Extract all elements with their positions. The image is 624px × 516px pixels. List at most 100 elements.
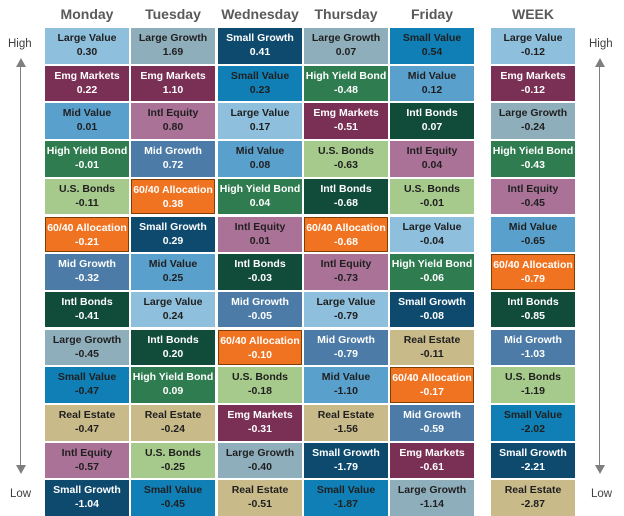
column-header-week: WEEK <box>512 6 554 22</box>
cell-tuesday-9: High Yield Bond 0.09 <box>131 367 215 403</box>
cell-asset-name: Real Estate <box>58 409 116 421</box>
cell-return-value: 0.30 <box>76 46 98 58</box>
cell-week-11: Small Growth -2.21 <box>491 442 575 479</box>
cell-return-value: -0.57 <box>75 460 99 473</box>
cell-thursday-10: Real Estate -1.56 <box>304 405 388 441</box>
cell-thursday-3: U.S. Bonds -0.63 <box>304 141 388 177</box>
cell-tuesday-7: Large Value 0.24 <box>131 291 215 328</box>
cell-asset-name: U.S. Bonds <box>403 182 460 195</box>
cell-return-value: -1.10 <box>334 385 358 398</box>
cell-return-value: -0.25 <box>161 460 185 473</box>
cell-tuesday-4: 60/40 Allocation 0.38 <box>131 178 215 215</box>
cell-return-value: 0.23 <box>249 83 271 96</box>
cell-asset-name: Small Growth <box>53 484 121 497</box>
cell-return-value: -0.59 <box>420 423 444 435</box>
cell-asset-name: Large Value <box>503 32 563 44</box>
arrow-line-left <box>20 66 21 466</box>
cell-return-value: -1.79 <box>334 460 358 473</box>
cell-asset-name: High Yield Bond <box>305 69 387 82</box>
cell-return-value: 0.54 <box>421 46 443 58</box>
cell-friday-7: Small Growth -0.08 <box>390 291 474 328</box>
cell-asset-name: Small Value <box>143 484 203 497</box>
cell-wednesday-12: Real Estate -0.51 <box>218 480 302 516</box>
cell-tuesday-6: Mid Value 0.25 <box>131 254 215 290</box>
cell-asset-name: Large Growth <box>311 32 381 44</box>
cell-monday-8: Large Growth -0.45 <box>45 329 129 366</box>
cell-return-value: 0.12 <box>421 83 443 96</box>
cell-return-value: -0.65 <box>521 234 545 247</box>
cell-thursday-0: Large Growth 0.07 <box>304 28 388 64</box>
cell-asset-name: U.S. Bonds <box>504 371 561 384</box>
cell-asset-name: Large Growth <box>397 484 467 497</box>
cell-wednesday-2: Large Value 0.17 <box>218 103 302 139</box>
cell-asset-name: 60/40 Allocation <box>493 259 573 272</box>
arrow-up-left-icon <box>16 58 26 67</box>
cell-asset-name: Large Value <box>402 220 462 233</box>
cell-asset-name: Intl Equity <box>147 107 199 120</box>
cell-asset-name: Large Value <box>316 295 376 308</box>
cell-return-value: -0.68 <box>334 235 358 248</box>
cell-wednesday-1: Small Value 0.23 <box>218 65 302 102</box>
cell-return-value: 0.38 <box>162 197 184 210</box>
cell-week-6: 60/40 Allocation -0.79 <box>491 254 575 290</box>
cell-return-value: -0.01 <box>420 196 444 209</box>
cell-wednesday-8: 60/40 Allocation -0.10 <box>218 329 302 366</box>
cell-return-value: 1.10 <box>162 83 184 96</box>
cell-asset-name: Mid Growth <box>231 295 289 308</box>
column-header-monday: Monday <box>60 6 114 22</box>
cell-return-value: -0.31 <box>248 423 272 435</box>
cell-thursday-11: Small Growth -1.79 <box>304 442 388 479</box>
cell-friday-5: Large Value -0.04 <box>390 216 474 252</box>
cell-asset-name: High Yield Bond <box>46 145 128 158</box>
cell-asset-name: Small Growth <box>139 220 207 233</box>
cell-return-value: 0.04 <box>249 196 271 209</box>
cell-asset-name: High Yield Bond <box>391 258 473 271</box>
cell-return-value: -0.04 <box>420 234 444 247</box>
cell-asset-name: Mid Growth <box>504 333 562 346</box>
cell-return-value: -0.06 <box>420 272 444 285</box>
cell-wednesday-5: Intl Equity 0.01 <box>218 216 302 252</box>
cell-week-1: Emg Markets -0.12 <box>491 65 575 102</box>
cell-return-value: -1.87 <box>334 498 358 511</box>
arrow-down-left-icon <box>16 465 26 474</box>
arrow-up-right-icon <box>595 58 605 67</box>
cell-friday-8: Real Estate -0.11 <box>390 329 474 366</box>
cell-asset-name: Intl Bonds <box>507 295 559 308</box>
cell-tuesday-11: U.S. Bonds -0.25 <box>131 442 215 479</box>
cell-week-4: Intl Equity -0.45 <box>491 178 575 215</box>
cell-asset-name: Real Estate <box>403 333 461 346</box>
cell-asset-name: Mid Growth <box>403 409 461 421</box>
cell-asset-name: Mid Value <box>235 145 285 158</box>
cell-return-value: 0.08 <box>249 159 271 172</box>
cell-asset-name: 60/40 Allocation <box>47 221 127 234</box>
cell-asset-name: Small Value <box>57 371 117 384</box>
cell-asset-name: Intl Equity <box>320 258 372 271</box>
cell-friday-6: High Yield Bond -0.06 <box>390 254 474 290</box>
cell-tuesday-2: Intl Equity 0.80 <box>131 103 215 139</box>
cell-week-9: U.S. Bonds -1.19 <box>491 367 575 403</box>
cell-monday-1: Emg Markets 0.22 <box>45 65 129 102</box>
cell-asset-name: Small Growth <box>398 295 466 308</box>
cell-asset-name: Intl Equity <box>507 182 559 195</box>
cell-wednesday-0: Small Growth 0.41 <box>218 28 302 64</box>
cell-return-value: -0.79 <box>334 309 358 322</box>
cell-return-value: -0.51 <box>248 498 272 511</box>
cell-return-value: -0.05 <box>248 309 272 322</box>
cell-asset-name: High Yield Bond <box>219 182 301 195</box>
cell-return-value: 0.07 <box>421 121 443 134</box>
cell-friday-12: Large Growth -1.14 <box>390 480 474 516</box>
cell-asset-name: Real Estate <box>317 409 375 421</box>
cell-return-value: -0.11 <box>420 347 444 360</box>
cell-return-value: -0.08 <box>420 309 444 322</box>
cell-asset-name: Mid Value <box>148 258 198 271</box>
cell-monday-3: High Yield Bond -0.01 <box>45 141 129 177</box>
cell-thursday-9: Mid Value -1.10 <box>304 367 388 403</box>
cell-week-10: Small Value -2.02 <box>491 405 575 441</box>
cell-asset-name: Intl Bonds <box>147 333 199 346</box>
cell-return-value: -0.01 <box>75 159 99 172</box>
cell-return-value: -0.61 <box>420 460 444 473</box>
cell-week-3: High Yield Bond -0.43 <box>491 141 575 177</box>
cell-wednesday-9: U.S. Bonds -0.18 <box>218 367 302 403</box>
cell-week-0: Large Value -0.12 <box>491 28 575 64</box>
cell-thursday-2: Emg Markets -0.51 <box>304 103 388 139</box>
